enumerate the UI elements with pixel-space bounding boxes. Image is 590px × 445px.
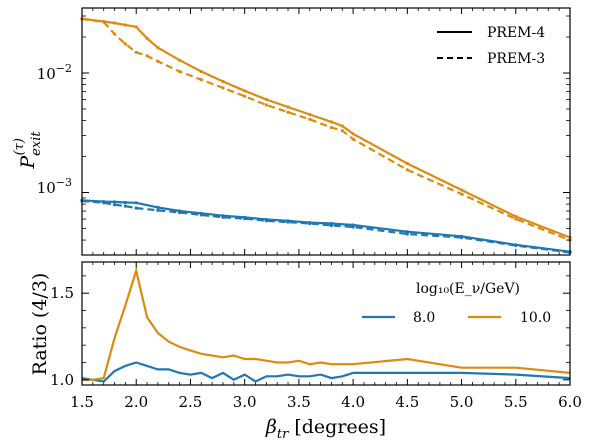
top-series-1-point: [286, 110, 290, 114]
top-series-3-point: [123, 204, 127, 208]
top-series-3-point: [351, 225, 355, 229]
legend-label-8: 8.0: [413, 310, 435, 326]
top-panel: 10−2 10−3 Pexit(τ) PREM-4 PREM-3: [12, 7, 572, 385]
top-series-3-point: [243, 217, 247, 221]
top-series-0-point: [405, 161, 409, 166]
top-series-0-point: [460, 188, 464, 192]
top-series-3-point: [178, 210, 182, 215]
top-series-1-point: [123, 42, 127, 46]
x-tick-label: 4.5: [395, 393, 419, 411]
bottom-x-axis-label: βtr [degrees]: [265, 416, 386, 442]
top-series-0-point: [514, 214, 518, 219]
bottom-plot-frame: [81, 261, 571, 386]
bottom-legend: log₁₀(E_ν/GeV) 8.0 10.0: [362, 281, 551, 326]
top-series-1-point: [351, 137, 355, 141]
top-legend: PREM-4 PREM-3: [437, 25, 545, 67]
top-series-line-1: [81, 17, 571, 242]
top-series-0-point: [221, 79, 225, 84]
top-series-3-point: [264, 219, 268, 223]
top-series-group: [80, 17, 572, 255]
legend-label-10: 10.0: [520, 310, 551, 326]
top-series-1-point: [340, 129, 344, 133]
top-series-3-point: [329, 223, 333, 228]
ratio-line-8.0: [81, 361, 571, 383]
bottom-legend-title: log₁₀(E_ν/GeV): [416, 281, 520, 297]
bottom-y-tick-label: 1.5: [50, 284, 74, 302]
top-series-2-point: [405, 230, 409, 234]
legend-label-prem3: PREM-3: [487, 51, 545, 67]
x-tick-label: 1.5: [70, 393, 94, 411]
top-series-1-point: [102, 20, 106, 24]
top-series-1-point: [329, 125, 333, 130]
top-series-0-point: [340, 124, 344, 128]
top-series-0-point: [264, 97, 268, 102]
x-tick-label: 3.0: [233, 393, 257, 411]
top-series-3-point: [221, 215, 225, 219]
top-series-3-point: [112, 203, 117, 207]
top-y-tick-label-1: 10−2: [37, 62, 72, 83]
x-tick-label: 3.5: [287, 393, 311, 411]
top-series-2-point: [134, 201, 138, 205]
top-series-2-point: [123, 200, 127, 205]
top-series-0-point: [308, 112, 312, 117]
top-series-3-point: [460, 235, 464, 240]
top-series-2-point: [156, 205, 160, 209]
top-series-1-point: [134, 50, 138, 54]
top-series-line-3: [81, 199, 571, 254]
top-series-1-point: [145, 54, 149, 58]
bottom-panel: 1.5 2.0 2.5 3.0 3.5 4.0 4.5 5.0 5.5 6.0 1.0 1.5 Rat…: [29, 261, 582, 442]
ratio-line-10.0: [82, 266, 571, 381]
top-series-1-point: [112, 32, 117, 36]
top-series-0-point: [112, 21, 117, 25]
top-series-0-point: [351, 132, 355, 136]
top-series-0-point: [286, 105, 290, 109]
top-series-0-point: [199, 69, 203, 74]
top-series-3-point: [308, 221, 312, 226]
top-series-3-point: [405, 232, 409, 236]
top-y-axis-label-sub: exit: [29, 131, 44, 156]
top-series-1-point: [221, 86, 225, 90]
x-tick-label: 2.5: [179, 393, 203, 411]
top-series-0-point: [178, 58, 182, 62]
bottom-ticks-group: 1.5 2.0 2.5 3.0 3.5 4.0 4.5 5.0 5.5 6.0 1.0 1.5: [50, 262, 582, 411]
top-series-0-point: [134, 25, 138, 29]
legend-label-prem4: PREM-4: [487, 25, 545, 41]
bottom-series-group: [81, 266, 571, 383]
top-series-3-point: [102, 201, 106, 205]
top-series-1-point: [156, 59, 160, 64]
top-series-3-point: [199, 213, 203, 217]
top-series-1-point: [514, 217, 518, 221]
top-series-1-point: [308, 117, 312, 121]
x-tick-label: 2.0: [124, 393, 148, 411]
top-series-0-point: [145, 36, 149, 41]
top-series-3-point: [514, 243, 518, 248]
bottom-y-axis-label: Ratio (4/3): [29, 273, 51, 376]
top-series-3-point: [286, 220, 290, 224]
x-tick-label: 6.0: [558, 393, 582, 411]
top-y-axis-label-sup: (τ): [12, 138, 27, 155]
x-tick-label: 4.0: [341, 393, 365, 411]
top-series-1-point: [460, 192, 464, 196]
top-series-2-point: [112, 200, 117, 204]
bottom-y-tick-label: 1.0: [50, 371, 74, 389]
top-plot-frame: [81, 7, 571, 256]
top-y-tick-label-2: 10−3: [37, 176, 72, 197]
top-series-0-point: [156, 46, 160, 50]
top-series-0-point: [123, 23, 127, 27]
top-series-1-point: [199, 78, 203, 82]
top-series-3-point: [134, 206, 138, 210]
top-series-1-point: [243, 94, 247, 98]
top-series-1-point: [178, 69, 182, 74]
top-y-axis-label: Pexit(τ): [12, 131, 44, 170]
x-tick-label: 5.0: [450, 393, 474, 411]
top-series-0-point: [243, 89, 247, 93]
top-series-3-point: [156, 208, 160, 212]
top-series-0-point: [329, 120, 333, 124]
x-tick-label: 5.5: [504, 393, 528, 411]
top-series-1-point: [405, 168, 409, 172]
top-series-1-point: [264, 103, 268, 107]
